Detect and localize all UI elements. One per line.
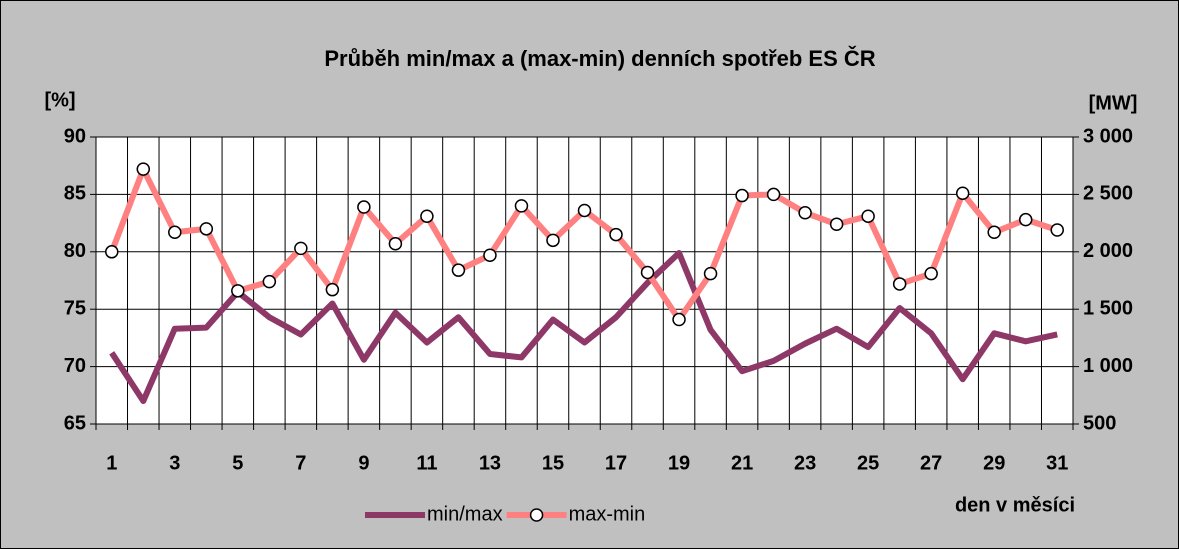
legend-label: max-min (569, 503, 646, 525)
point-marker (514, 199, 529, 213)
plot-area (96, 137, 1073, 424)
x-tick-label: 23 (794, 452, 816, 474)
x-tick-label: 1 (106, 452, 117, 474)
point-marker (168, 225, 182, 240)
chart-title: Průběh min/max a (max-min) denních spotř… (324, 46, 875, 71)
point-marker (829, 217, 844, 231)
point-marker (262, 274, 277, 289)
x-tick-label: 3 (169, 452, 180, 474)
y-tick-label: 75 (64, 297, 86, 319)
y-tick-label: 65 (64, 412, 86, 434)
legend-label: min/max (427, 503, 503, 525)
point-marker (420, 209, 434, 223)
x-tick-label: 17 (605, 452, 627, 474)
point-marker (861, 209, 875, 223)
x-tick-label: 13 (479, 452, 501, 474)
point-marker (798, 206, 812, 220)
x-tick-label: 29 (983, 452, 1005, 474)
x-axis-label: den v měsíci (955, 494, 1075, 516)
y2-tick-label: 2 500 (1083, 183, 1133, 205)
plot-border (95, 136, 1074, 425)
line-series (109, 249, 1058, 405)
x-tick-label: 31 (1046, 452, 1068, 474)
y-axis-label: [%] (44, 89, 75, 111)
point-marker (294, 241, 308, 256)
point-marker (388, 237, 403, 251)
x-tick-label: 15 (542, 452, 564, 474)
point-marker (136, 162, 151, 176)
point-marker (955, 186, 970, 201)
point-marker (546, 233, 560, 248)
y2-axis-label: [MW] (1089, 92, 1138, 114)
y2-tick-label: 1 500 (1083, 297, 1133, 319)
point-marker (987, 225, 1001, 240)
point-marker (735, 188, 749, 203)
y-tick-label: 85 (64, 183, 86, 205)
point-marker (1050, 223, 1064, 237)
point-marker (609, 227, 623, 242)
point-marker (451, 263, 466, 277)
x-tick-label: 25 (857, 452, 879, 474)
point-marker (892, 277, 907, 291)
y2-tick-label: 2 000 (1083, 240, 1133, 262)
point-marker (199, 222, 214, 236)
y-tick-label: 70 (64, 355, 86, 377)
y-tick-label: 90 (64, 125, 86, 147)
point-marker (577, 203, 592, 218)
point-marker (924, 266, 938, 281)
x-tick-label: 9 (358, 452, 369, 474)
point-marker (766, 187, 781, 202)
legend-marker (529, 508, 544, 522)
point-marker (231, 284, 245, 298)
x-tick-label: 7 (295, 452, 306, 474)
point-marker (325, 282, 340, 297)
y2-tick-label: 500 (1083, 412, 1116, 434)
x-tick-label: 21 (731, 452, 753, 474)
point-marker (357, 200, 371, 214)
y-tick-label: 80 (64, 240, 86, 262)
y2-tick-label: 3 000 (1083, 125, 1133, 147)
x-tick-label: 11 (416, 452, 437, 474)
x-tick-label: 5 (232, 452, 243, 474)
x-tick-label: 27 (920, 452, 942, 474)
point-marker (105, 245, 119, 259)
point-marker (640, 265, 655, 280)
point-marker (672, 312, 686, 327)
x-tick-label: 19 (668, 452, 690, 474)
point-marker (703, 266, 718, 281)
point-marker (483, 248, 497, 262)
point-marker (1018, 212, 1033, 227)
y2-tick-label: 1 000 (1083, 355, 1133, 377)
